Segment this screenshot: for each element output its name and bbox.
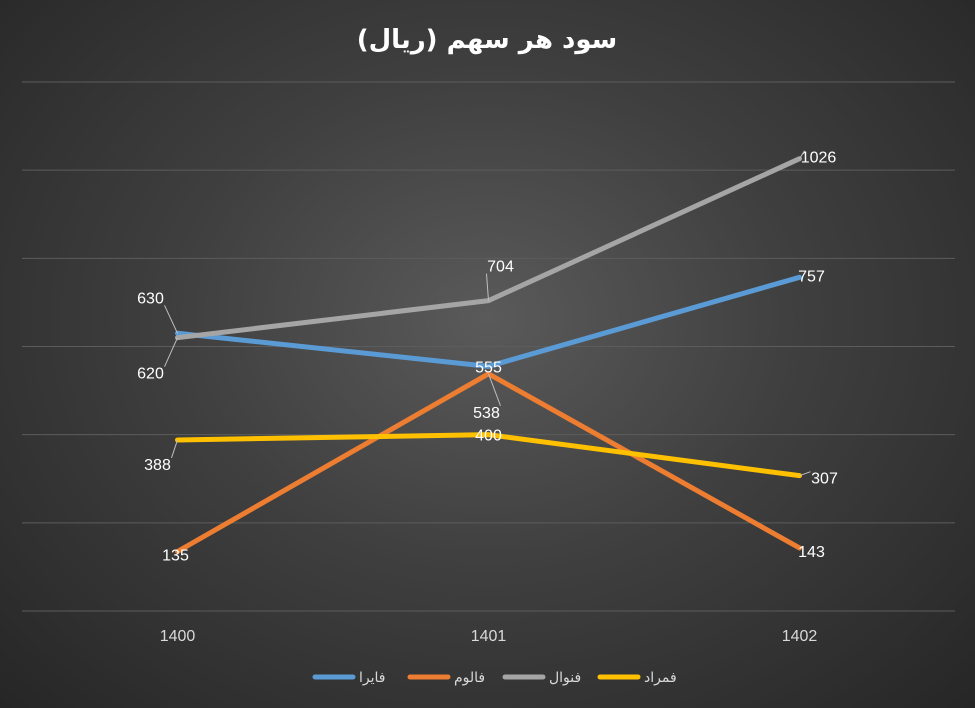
leader-line: [164, 305, 178, 334]
legend: فایرا فالوم فنوال فمراد: [312, 670, 677, 686]
data-label: 388: [144, 457, 171, 474]
leader-line: [488, 373, 501, 407]
data-label: 307: [811, 471, 838, 488]
data-label: 620: [137, 366, 164, 383]
legend-label: فمراد: [644, 670, 677, 686]
data-label: 1026: [801, 150, 837, 167]
x-tick-label: 1401: [471, 628, 507, 645]
leader-line: [799, 471, 811, 477]
data-labels: 630 555 757 135 538 143 620 704 1026 388 400 307: [137, 150, 838, 565]
legend-label: فالوم: [454, 670, 485, 686]
legend-label: فایرا: [359, 670, 385, 686]
leader-line: [164, 337, 178, 367]
data-label: 757: [798, 268, 825, 285]
data-label: 630: [137, 290, 164, 307]
leader-line: [486, 273, 489, 301]
series-lines: [175, 156, 802, 554]
data-label: 400: [475, 428, 502, 445]
series-line: [175, 156, 802, 341]
legend-label: فنوال: [549, 670, 581, 686]
chart-title: سود هر سهم (ریال): [357, 25, 618, 55]
leader-line: [171, 439, 178, 459]
data-label: 143: [798, 544, 825, 561]
x-tick-label: 1402: [782, 628, 818, 645]
x-tick-label: 1400: [160, 628, 196, 645]
data-label: 538: [473, 405, 500, 422]
x-axis-labels: 1400 1401 1402: [160, 628, 818, 645]
data-label: 555: [475, 359, 502, 376]
leader-line: [799, 150, 805, 159]
series-line: [175, 432, 802, 479]
data-label: 135: [162, 547, 189, 564]
series-line: [175, 274, 802, 369]
data-label: 704: [487, 259, 514, 276]
